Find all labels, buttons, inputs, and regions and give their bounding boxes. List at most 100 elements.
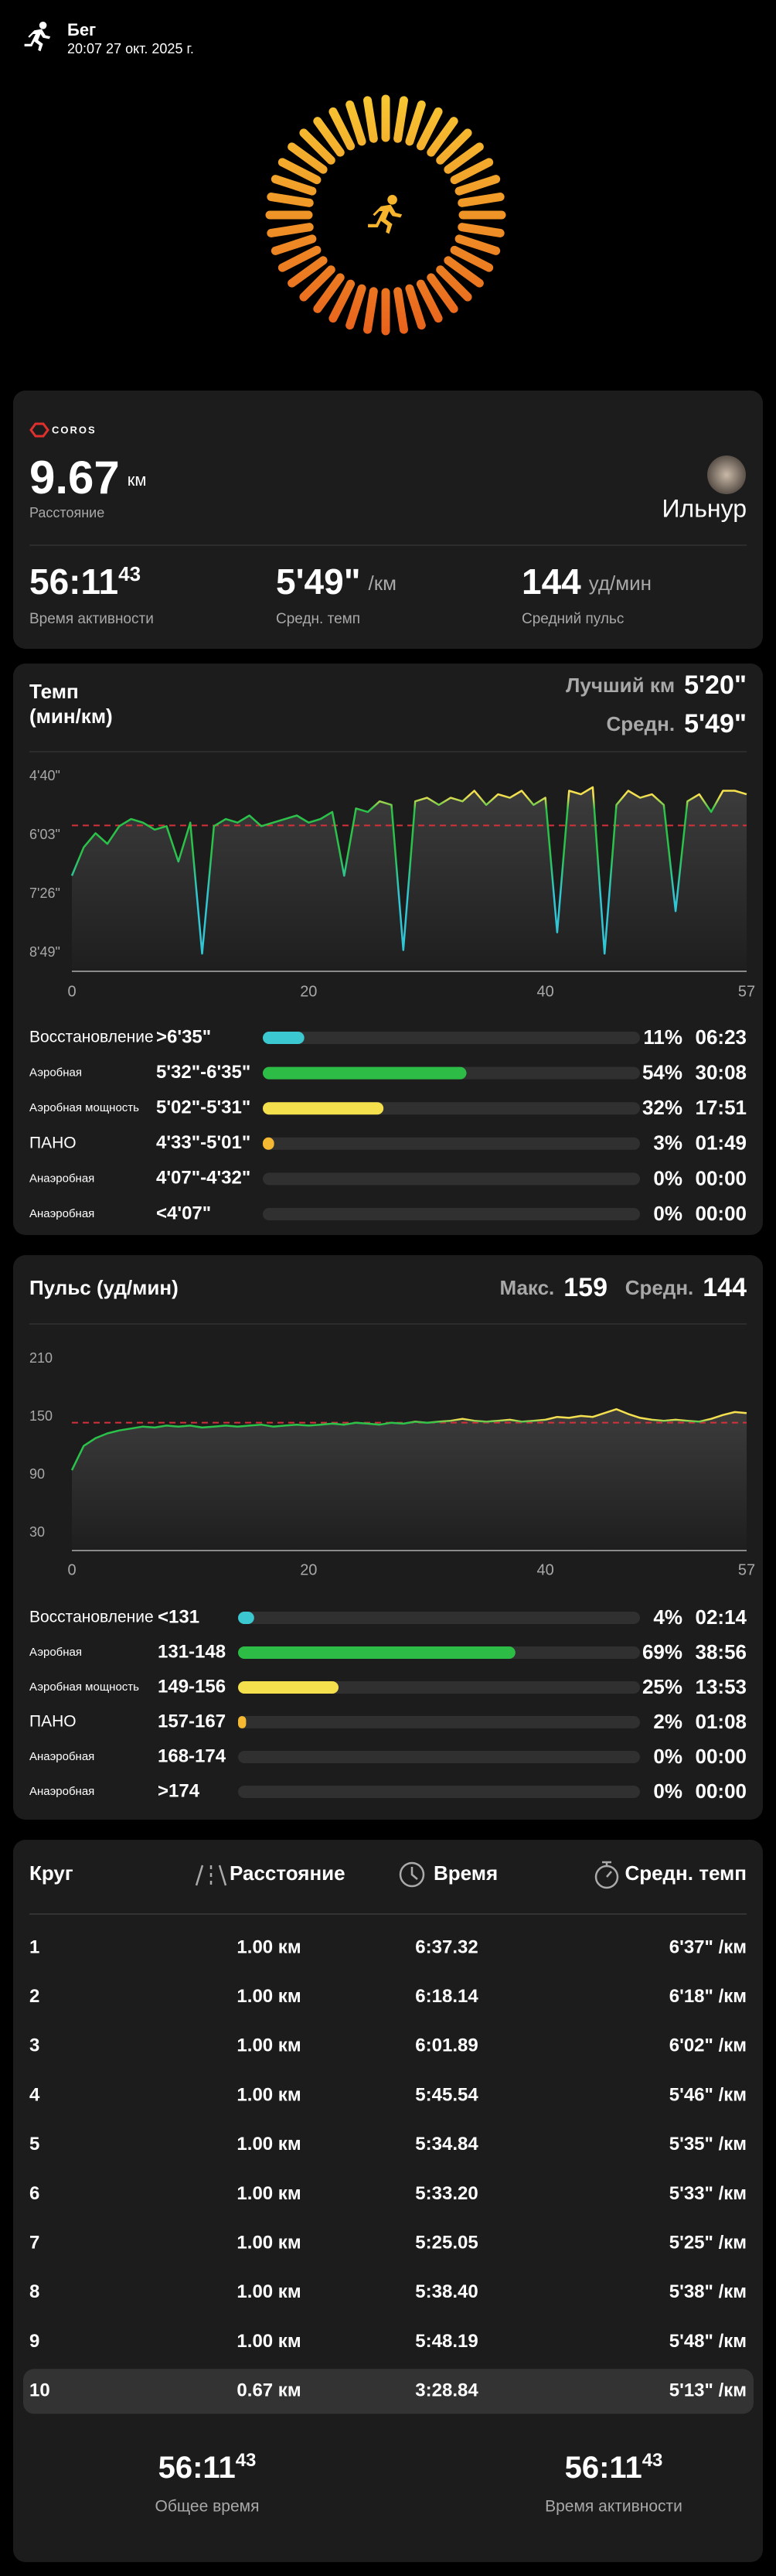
stat-unit: /км [369,571,397,595]
zone-percent: 0% [653,1202,682,1225]
ring-dash [458,193,505,207]
zone-name: Анаэробная [29,1172,94,1185]
activity-ring [265,94,506,336]
lap-distance: 1.00 км [237,1986,301,2007]
lap-pace: 6'37" /км [669,1936,747,1957]
zone-name: Аэробная [29,1066,82,1080]
zone-track [263,1172,640,1186]
distance-icon [195,1865,227,1886]
ring-dash [363,96,378,143]
zone-percent: 3% [653,1131,682,1155]
y-tick-label: 8'49" [29,944,60,960]
ring-dash [393,96,408,143]
zone-name: Восстановление [29,1029,154,1046]
zone-range: <131 [158,1606,199,1627]
lap-number: 3 [29,2035,39,2056]
zone-bar [263,1102,384,1115]
footer-time-sup: 43 [642,2450,663,2471]
ring-dash [444,142,484,174]
avatar[interactable] [707,455,746,494]
ring-dash [288,142,328,174]
activity-type: Бег [67,20,96,39]
lap-pace: 6'18" /км [669,1986,747,2007]
footer-time: 56:1143 [158,2450,257,2484]
lap-number: 4 [29,2084,40,2105]
lap-number: 5 [29,2134,39,2155]
lap-pace: 5'46" /км [669,2084,747,2105]
lap-time: 5:33.20 [415,2183,478,2204]
lap-distance: 1.00 км [237,2281,301,2302]
y-tick-label: 6'03" [29,827,60,842]
zone-range: 4'33"-5'01" [156,1132,250,1153]
zone-bar [263,1032,305,1044]
zone-time: 01:49 [696,1131,747,1155]
zone-time: 00:00 [696,1779,747,1803]
ring-dash [313,273,345,313]
lap-header: Средн. темп [625,1861,747,1885]
line-chart: 4'40" 6'03" 7'26" 8'49" 0 20 40 57 Восстановлени… [29,768,755,1225]
zone-name: ПАНО [29,1134,77,1152]
ring-dash [405,284,426,330]
ring-dash [299,128,335,165]
ring-dash [313,117,345,157]
lap-rows: 1 1.00 км 6:37.32 6'37" /км 2 1.00 км 6:18.14 6… [23,1936,754,2414]
distance-value: 9.67 [29,452,120,503]
lap-number: 1 [29,1936,39,1957]
lap-header: Время [434,1861,498,1885]
lap-header: Расстояние [230,1861,345,1885]
zone-bar [238,1646,516,1659]
x-tick-label: 40 [537,983,554,1000]
ring-dash [363,287,378,334]
lap-time: 3:28.84 [415,2380,478,2401]
footer-time-value: 56:11 [158,2451,236,2485]
ring-dash [436,128,472,165]
lap-number: 6 [29,2183,39,2204]
distance: 9.67 км [29,452,147,503]
distance-unit: км [128,470,147,490]
max-value: 159 [563,1273,608,1302]
lap-distance: 1.00 км [237,2035,301,2056]
lap-number: 9 [29,2331,39,2352]
lap-pace: 5'48" /км [669,2331,747,2352]
ring-dash [277,245,322,272]
ring-dash [345,100,366,146]
ring-dash [345,284,366,330]
footer-time: 56:1143 [565,2450,663,2484]
stat: 144 уд/мин [522,561,652,602]
data-line [70,786,747,955]
lap-distance: 1.00 км [237,2233,301,2254]
ring-dash [267,193,314,207]
brand: COROS [52,424,97,435]
activity-datetime: 20:07 27 окт. 2025 г. [67,41,194,56]
zone-bar [263,1137,274,1150]
zone-track [238,1786,640,1798]
y-tick-label: 210 [29,1350,53,1366]
zone-time: 17:51 [696,1096,747,1119]
stat-label: Средний пульс [522,611,624,627]
zone-track [263,1208,640,1220]
zone-name: Восстановление [29,1609,154,1626]
line-chart: 30 90 150 210 0 20 40 57 Восстановление <131 4% 02:… [29,1350,755,1803]
zone-range: >6'35" [156,1026,211,1047]
ring-dash [277,158,322,185]
zone-range: >174 [158,1780,200,1801]
zone-percent: 69% [642,1640,682,1663]
ring-dash [416,279,443,323]
lap-number: 8 [29,2281,39,2302]
zone-track [238,1612,640,1624]
y-tick-label: 7'26" [29,885,60,901]
card [13,391,763,649]
zone-time: 01:08 [696,1710,747,1733]
avg-label: Средн. [625,1276,694,1299]
ring-dash [450,158,494,185]
laps-card: Круг Расстояние Время Средн. темп 1 1.00 … [13,1840,763,2562]
lap-time: 6:37.32 [415,1936,478,1957]
zone-percent: 2% [653,1710,682,1733]
zone-range: 157-167 [158,1711,226,1732]
zone-time: 00:00 [696,1166,747,1189]
zone-percent: 4% [653,1605,682,1629]
zone-name: Аэробная мощность [29,1101,139,1114]
zone-percent: 11% [643,1025,682,1049]
